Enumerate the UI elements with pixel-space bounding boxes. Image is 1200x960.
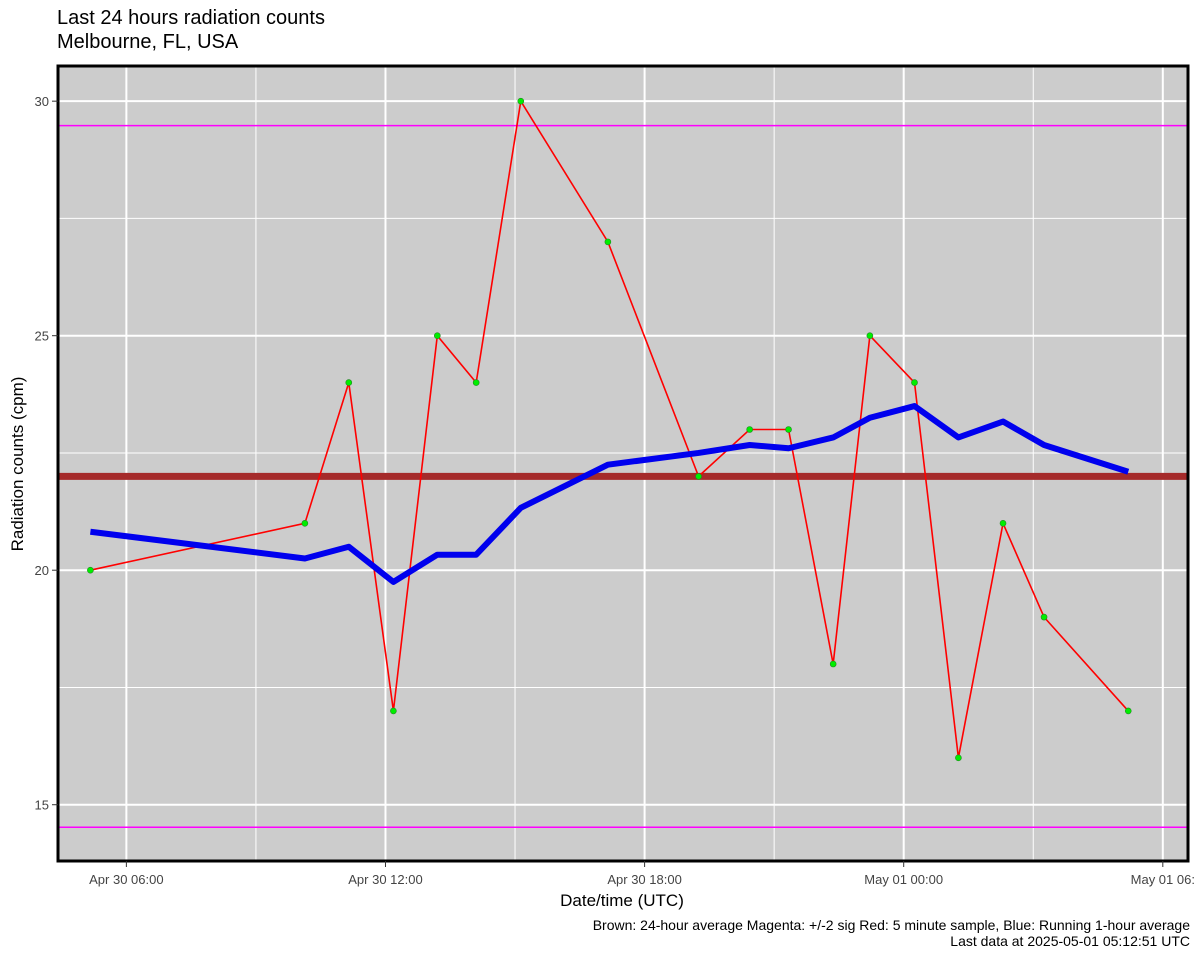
x-axis-label: Date/time (UTC): [560, 891, 684, 910]
x-tick-label: May 01 06:: [1131, 872, 1195, 887]
sample-point: [345, 379, 353, 386]
sample-point: [785, 426, 792, 433]
sample-point: [390, 707, 397, 715]
y-tick-label: 20: [35, 563, 49, 578]
plot-frame: [56, 64, 1190, 863]
sample-point: [911, 379, 918, 386]
x-tick-label: Apr 30 06:00: [89, 872, 163, 887]
x-tick-label: May 01 00:00: [864, 872, 943, 887]
y-axis-label: Radiation counts (cpm): [8, 377, 27, 552]
sample-point: [472, 379, 480, 386]
sample-point: [1040, 613, 1048, 621]
sample-point: [999, 520, 1007, 527]
sample-point: [301, 520, 309, 527]
legend-caption: Brown: 24-hour average Magenta: +/-2 sig…: [592, 917, 1190, 933]
y-tick-label: 25: [35, 329, 49, 344]
sample-point: [517, 97, 525, 105]
y-tick-label: 30: [35, 94, 49, 109]
sample-series-line: [90, 98, 1129, 758]
sample-point: [87, 566, 94, 574]
x-tick-label: Apr 30 18:00: [607, 872, 681, 887]
chart-subtitle: Melbourne, FL, USA: [57, 31, 239, 53]
sample-point: [1124, 707, 1132, 715]
y-tick-label: 15: [35, 798, 49, 813]
last-data-caption: Last data at 2025-05-01 05:12:51 UTC: [950, 933, 1190, 949]
sample-point: [695, 473, 702, 480]
running-average-line: [90, 403, 1130, 585]
sample-point: [746, 426, 753, 433]
sample-point: [434, 332, 441, 339]
sample-point: [604, 238, 612, 246]
sample-point: [955, 754, 962, 762]
x-tick-label: Apr 30 12:00: [348, 872, 422, 887]
sample-point: [866, 332, 874, 339]
sample-point: [829, 660, 837, 668]
chart-title: Last 24 hours radiation counts: [57, 7, 325, 29]
